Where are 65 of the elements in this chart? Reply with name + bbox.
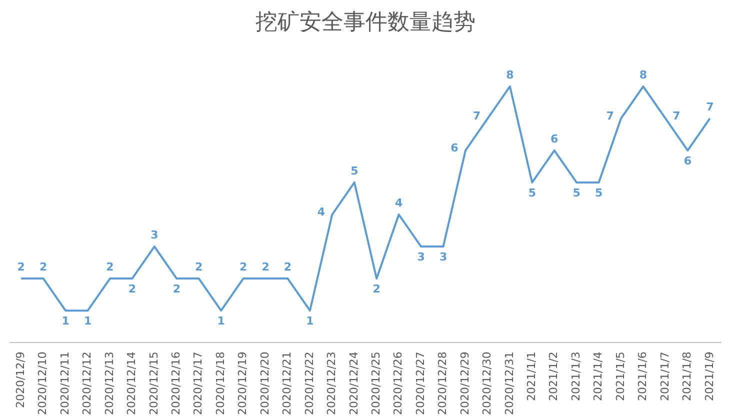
data-label: 3 [150, 228, 158, 242]
data-label: 2 [195, 260, 203, 274]
x-tick-label: 2020/12/20 [258, 352, 272, 416]
data-label: 7 [672, 109, 680, 122]
data-label: 2 [239, 260, 248, 274]
x-tick-label: 2020/12/9 [14, 352, 27, 408]
x-tick-label: 2020/12/31 [502, 352, 516, 416]
data-label: 2 [262, 260, 270, 274]
data-label: 5 [594, 186, 603, 200]
x-tick-label: 2021/1/5 [614, 352, 627, 402]
x-tick-label: 2021/1/4 [592, 352, 605, 402]
data-label: 2 [284, 260, 292, 274]
x-tick-label: 2021/1/6 [636, 352, 650, 402]
data-label: 6 [550, 132, 559, 146]
data-label: 8 [639, 68, 648, 82]
data-label: 5 [572, 186, 580, 200]
x-tick-label: 2020/12/29 [458, 352, 472, 416]
data-label: 2 [372, 282, 380, 296]
data-label: 4 [317, 205, 326, 218]
data-label: 1 [306, 314, 314, 328]
data-label: 6 [684, 154, 692, 168]
x-tick-label: 2021/1/7 [658, 352, 672, 402]
data-label: 4 [395, 196, 403, 210]
x-tick-label: 2020/12/18 [214, 352, 227, 416]
x-tick-label: 2020/12/28 [436, 352, 450, 416]
x-tick-label: 2020/12/30 [480, 352, 494, 416]
x-tick-label: 2020/12/25 [369, 352, 382, 416]
x-tick-label: 2021/1/9 [702, 352, 716, 402]
data-label: 5 [350, 164, 358, 178]
data-label: 3 [417, 250, 425, 264]
x-tick-label: 2020/12/13 [102, 352, 116, 416]
data-label: 1 [217, 314, 225, 328]
x-tick-label: 2020/12/14 [125, 352, 138, 416]
x-tick-label: 2021/1/1 [525, 352, 538, 402]
data-label: 1 [84, 314, 92, 328]
x-tick-label: 2021/1/8 [680, 352, 694, 402]
data-label: 2 [40, 260, 48, 274]
x-tick-label: 2021/1/2 [547, 352, 560, 402]
x-tick-label: 2020/12/23 [325, 352, 338, 416]
x-tick-label: 2020/12/22 [302, 352, 316, 416]
x-tick-label: 2020/12/26 [392, 352, 405, 416]
data-label: 3 [439, 250, 448, 264]
x-tick-label: 2020/12/11 [58, 352, 72, 416]
chart-title: 挖矿安全事件数量趋势 [256, 10, 476, 35]
x-tick-label: 2020/12/21 [280, 352, 294, 416]
x-tick-label: 2020/12/16 [170, 352, 182, 416]
data-label: 2 [128, 282, 136, 296]
data-label: 2 [106, 260, 114, 274]
x-tick-label: 2020/12/19 [236, 352, 250, 416]
data-label: 6 [450, 141, 459, 154]
data-label: 7 [606, 109, 614, 122]
data-label: 5 [528, 186, 536, 200]
data-label: 1 [62, 314, 70, 328]
data-label: 2 [17, 260, 25, 274]
x-tick-label: 2020/12/27 [414, 352, 427, 416]
x-tick-label: 2020/12/10 [36, 352, 50, 416]
x-tick-label: 2020/12/15 [147, 352, 160, 416]
x-tick-label: 2021/1/3 [569, 352, 582, 402]
data-label: 7 [706, 100, 714, 114]
data-label: 2 [172, 282, 180, 296]
data-label: 8 [506, 68, 514, 82]
x-tick-label: 2020/12/12 [80, 352, 94, 416]
x-tick-label: 2020/12/17 [192, 352, 205, 416]
data-label: 7 [472, 109, 481, 122]
x-tick-label: 2020/12/24 [347, 352, 360, 416]
